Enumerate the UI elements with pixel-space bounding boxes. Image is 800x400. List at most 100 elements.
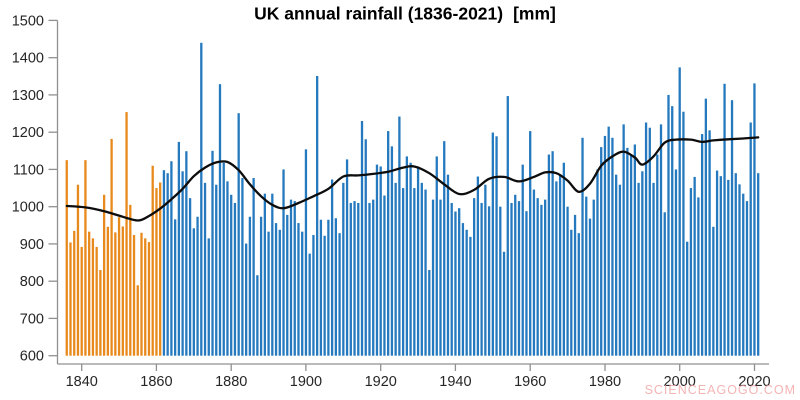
- bar-1853: [129, 204, 132, 356]
- bar-1965: [547, 154, 551, 356]
- watermark: SCIENCEAGOGO.COM: [645, 383, 796, 397]
- bar-1908: [334, 218, 337, 356]
- bar-1968: [558, 174, 562, 356]
- bar-1843: [91, 238, 95, 356]
- bar-1895: [286, 214, 289, 356]
- bar-1951: [495, 136, 498, 356]
- bar-1916: [364, 139, 367, 356]
- bar-1994: [656, 154, 659, 356]
- bar-2021: [757, 173, 760, 356]
- bar-1946: [476, 176, 480, 356]
- bar-1914: [357, 202, 360, 356]
- bar-1999: [674, 169, 678, 356]
- bar-1944: [469, 236, 472, 356]
- bar-1981: [607, 126, 610, 356]
- bar-1977: [592, 199, 595, 356]
- bar-1958: [521, 164, 524, 356]
- chart-title: UK annual rainfall (1836-2021) [mm]: [254, 4, 556, 24]
- bar-2009: [712, 226, 715, 356]
- bar-1860: [155, 188, 158, 356]
- bar-1971: [570, 229, 573, 356]
- bar-1852: [125, 112, 128, 356]
- bar-1966: [551, 151, 554, 356]
- bar-1845: [99, 270, 102, 356]
- bar-1903: [316, 75, 319, 356]
- bar-1898: [297, 223, 300, 356]
- bar-1978: [596, 169, 599, 356]
- bar-1901: [308, 253, 311, 356]
- bar-1962: [536, 198, 539, 356]
- chart-title-main: UK annual rainfall (1836-2021): [254, 4, 503, 24]
- bar-1945: [472, 198, 476, 356]
- bar-1909: [338, 233, 341, 356]
- axes-layer: 600 700 800 900 1000 1100 1200 1300 1400 1500 1840…: [12, 13, 771, 390]
- bar-1935: [435, 156, 438, 356]
- bar-1854: [132, 235, 136, 356]
- bar-1894: [282, 169, 285, 356]
- bar-1997: [667, 94, 670, 356]
- bar-1904: [319, 219, 323, 356]
- bar-2001: [682, 111, 685, 356]
- bar-1883: [241, 178, 244, 356]
- bar-1959: [525, 211, 528, 356]
- bar-1849: [114, 232, 117, 356]
- bar-1864: [170, 161, 173, 356]
- bar-1889: [263, 193, 266, 356]
- bar-1991: [644, 122, 648, 356]
- bar-1961: [532, 189, 536, 356]
- bar-1934: [431, 199, 435, 356]
- bar-1896: [289, 199, 293, 356]
- bar-2013: [727, 179, 730, 356]
- bar-1933: [428, 270, 431, 356]
- bar-1932: [424, 189, 427, 356]
- bar-1955: [510, 202, 513, 356]
- y-tick-label-800: 800: [20, 274, 44, 290]
- bar-1885: [248, 216, 252, 356]
- bar-1874: [207, 238, 210, 356]
- x-tick-label-2020: 2020: [738, 374, 770, 390]
- bar-1954: [506, 96, 509, 356]
- bar-1989: [637, 182, 640, 356]
- x-tick-label-1940: 1940: [439, 374, 471, 390]
- bar-1918: [372, 199, 375, 356]
- bar-1850: [117, 217, 121, 356]
- y-tick-label-1300: 1300: [12, 88, 44, 104]
- bar-1973: [577, 233, 580, 356]
- bar-1949: [487, 206, 491, 356]
- bar-1917: [368, 202, 371, 356]
- x-tick-label-1900: 1900: [290, 374, 322, 390]
- bar-1877: [218, 84, 222, 356]
- bar-2006: [700, 134, 704, 356]
- bar-2003: [689, 188, 693, 356]
- bar-1847: [106, 226, 110, 356]
- bar-2019: [749, 122, 752, 356]
- bar-1938: [446, 174, 450, 356]
- bar-2015: [734, 173, 737, 356]
- bar-1986: [626, 147, 629, 356]
- bar-1841: [84, 160, 87, 356]
- bar-1979: [600, 147, 603, 356]
- bar-1939: [450, 202, 453, 356]
- bar-1912: [349, 202, 352, 356]
- bar-1837: [69, 242, 72, 356]
- trend-line: [65, 136, 760, 222]
- bar-2012: [723, 83, 726, 356]
- x-tick-label-1920: 1920: [365, 374, 397, 390]
- bar-1893: [278, 229, 281, 356]
- x-tick-label-2000: 2000: [664, 374, 696, 390]
- bar-1970: [566, 206, 569, 356]
- bar-1846: [102, 194, 106, 356]
- bar-1931: [420, 182, 423, 356]
- bar-1929: [413, 188, 416, 356]
- bar-1947: [480, 202, 483, 356]
- bar-1866: [177, 141, 181, 356]
- bar-1967: [555, 181, 558, 356]
- bar-1923: [390, 146, 394, 356]
- bar-2018: [745, 201, 749, 356]
- bar-1992: [648, 127, 651, 356]
- y-tick-label-1100: 1100: [13, 162, 44, 178]
- bar-1922: [387, 131, 390, 356]
- bar-1905: [323, 235, 326, 356]
- bar-1888: [259, 216, 263, 356]
- bar-1998: [671, 106, 674, 356]
